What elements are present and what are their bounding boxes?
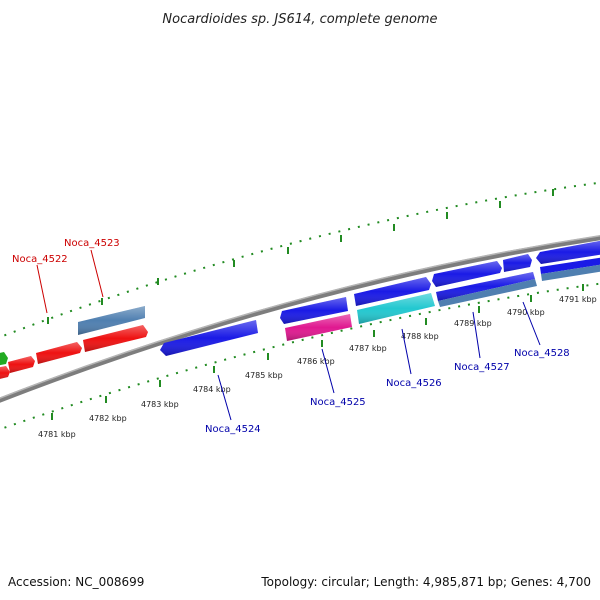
gene-arrow[interactable] xyxy=(0,352,8,366)
genome-backbone xyxy=(0,235,600,403)
accession-text: Accession: NC_008699 xyxy=(8,575,144,589)
summary-text: Topology: circular; Length: 4,985,871 bp… xyxy=(260,575,591,589)
scale-label: 4788 kbp xyxy=(401,332,439,341)
map-title: Nocardioides sp. JS614, complete genome xyxy=(162,12,437,27)
scale-label: 4782 kbp xyxy=(89,414,127,423)
gene-arrow[interactable] xyxy=(541,264,600,281)
scale-label: 4784 kbp xyxy=(193,385,231,394)
gene-arrow[interactable] xyxy=(540,257,600,274)
scale-label: 4783 kbp xyxy=(141,400,179,409)
scale-label: 4789 kbp xyxy=(454,319,492,328)
lower-tick-track xyxy=(0,282,600,431)
scale-labels: 4781 kbp 4782 kbp 4783 kbp 4784 kbp 4785… xyxy=(38,295,597,439)
scale-label: 4781 kbp xyxy=(38,430,76,439)
gene-label-noca-4528[interactable]: Noca_4528 xyxy=(514,348,570,359)
minus-strand-genes xyxy=(0,257,600,379)
scale-label: 4787 kbp xyxy=(349,344,387,353)
scale-label: 4786 kbp xyxy=(297,357,335,366)
gene-label-noca-4522[interactable]: Noca_4522 xyxy=(12,254,68,265)
upper-major-ticks xyxy=(47,189,554,324)
gene-label-noca-4527[interactable]: Noca_4527 xyxy=(454,362,510,373)
gene-callouts: Noca_4522 Noca_4523 Noca_4524 Noca_4525 … xyxy=(12,238,570,435)
gene-label-noca-4526[interactable]: Noca_4526 xyxy=(386,378,442,389)
gene-arrow[interactable] xyxy=(438,279,537,307)
scale-label: 4785 kbp xyxy=(245,371,283,380)
scale-label: 4791 kbp xyxy=(559,295,597,304)
lower-major-ticks xyxy=(51,284,584,420)
plus-strand-genes xyxy=(78,240,600,335)
gene-label-noca-4524[interactable]: Noca_4524 xyxy=(205,424,261,435)
gene-label-noca-4525[interactable]: Noca_4525 xyxy=(310,397,366,408)
gene-label-noca-4523[interactable]: Noca_4523 xyxy=(64,238,120,249)
scale-label: 4790 kbp xyxy=(507,308,545,317)
upper-tick-track xyxy=(0,181,600,339)
